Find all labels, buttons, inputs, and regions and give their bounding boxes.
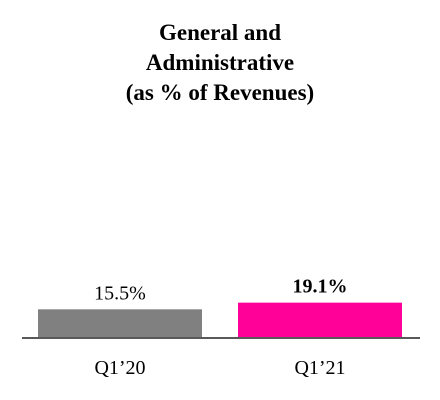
bar-2 [238,302,402,338]
labels-group: 15.5% Q1’20 19.1% Q1’21 [94,276,347,379]
data-label-2: 19.1% [293,276,348,298]
chart-title: General and Administrative (as % of Reve… [0,18,440,108]
chart-title-line-3: (as % of Revenues) [125,80,315,105]
x-tick-label-2: Q1’21 [294,357,345,379]
x-tick-label-1: Q1’20 [94,357,145,379]
bar-1 [38,309,202,338]
chart-title-line-2: Administrative [145,50,295,75]
bars-group [38,302,402,338]
chart-title-line-1: General and [158,20,282,45]
data-label-1: 15.5% [94,282,146,304]
